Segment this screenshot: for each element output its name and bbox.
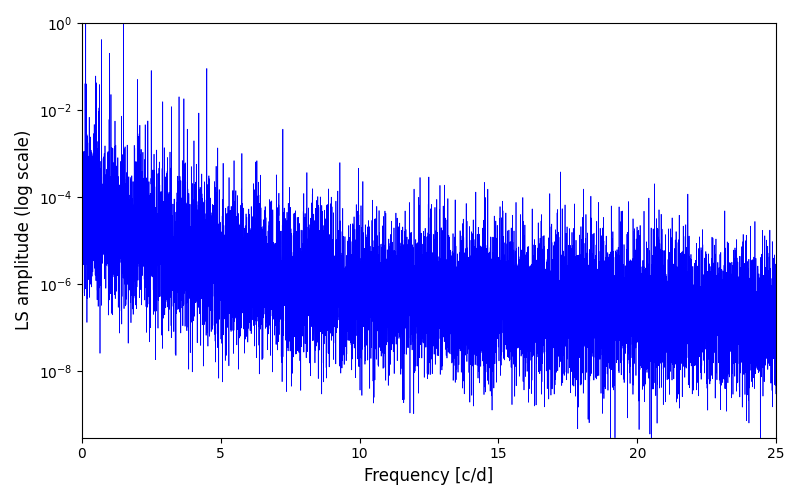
Y-axis label: LS amplitude (log scale): LS amplitude (log scale) xyxy=(15,130,33,330)
X-axis label: Frequency [c/d]: Frequency [c/d] xyxy=(364,467,494,485)
